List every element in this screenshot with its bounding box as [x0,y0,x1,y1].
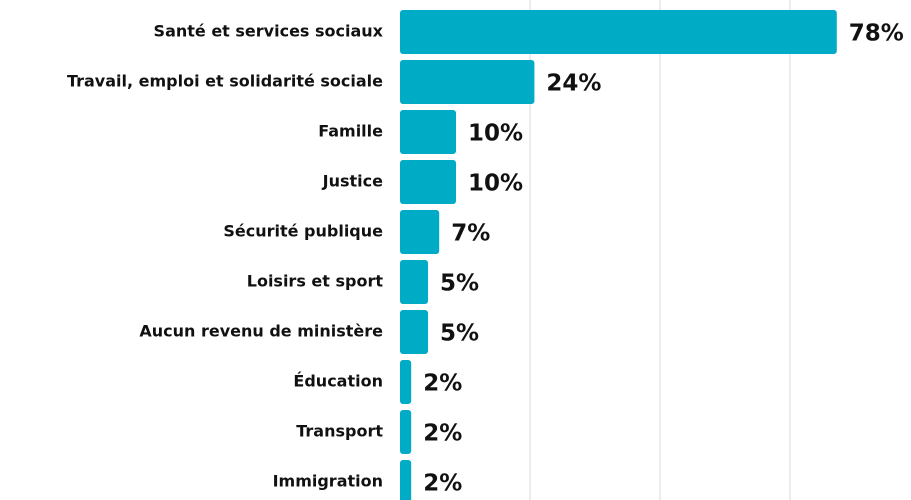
bar [400,260,428,304]
bar [400,210,440,254]
category-label: Travail, emploi et solidarité sociale [67,72,383,91]
value-label: 2% [423,471,462,497]
bar [400,160,456,204]
bar [400,360,412,404]
bar [400,310,428,354]
value-label: 7% [451,221,490,247]
bar [400,460,412,500]
category-label: Sécurité publique [223,222,383,241]
value-label: 2% [423,421,462,447]
category-label: Famille [318,122,383,141]
value-label: 78% [849,21,904,47]
category-label: Loisirs et sport [247,272,384,291]
category-label: Immigration [273,472,383,491]
value-label: 10% [468,121,523,147]
value-label: 2% [423,371,462,397]
bar [400,110,456,154]
category-label: Transport [296,422,383,441]
category-label: Aucun revenu de ministère [139,322,383,341]
value-label: 5% [440,321,479,347]
bar [400,10,837,54]
bar [400,60,535,104]
category-label: Justice [322,172,383,191]
value-label: 5% [440,271,479,297]
value-label: 10% [468,171,523,197]
category-label: Éducation [293,372,383,391]
category-label: Santé et services sociaux [154,22,384,41]
bar [400,410,412,454]
value-label: 24% [546,71,601,97]
